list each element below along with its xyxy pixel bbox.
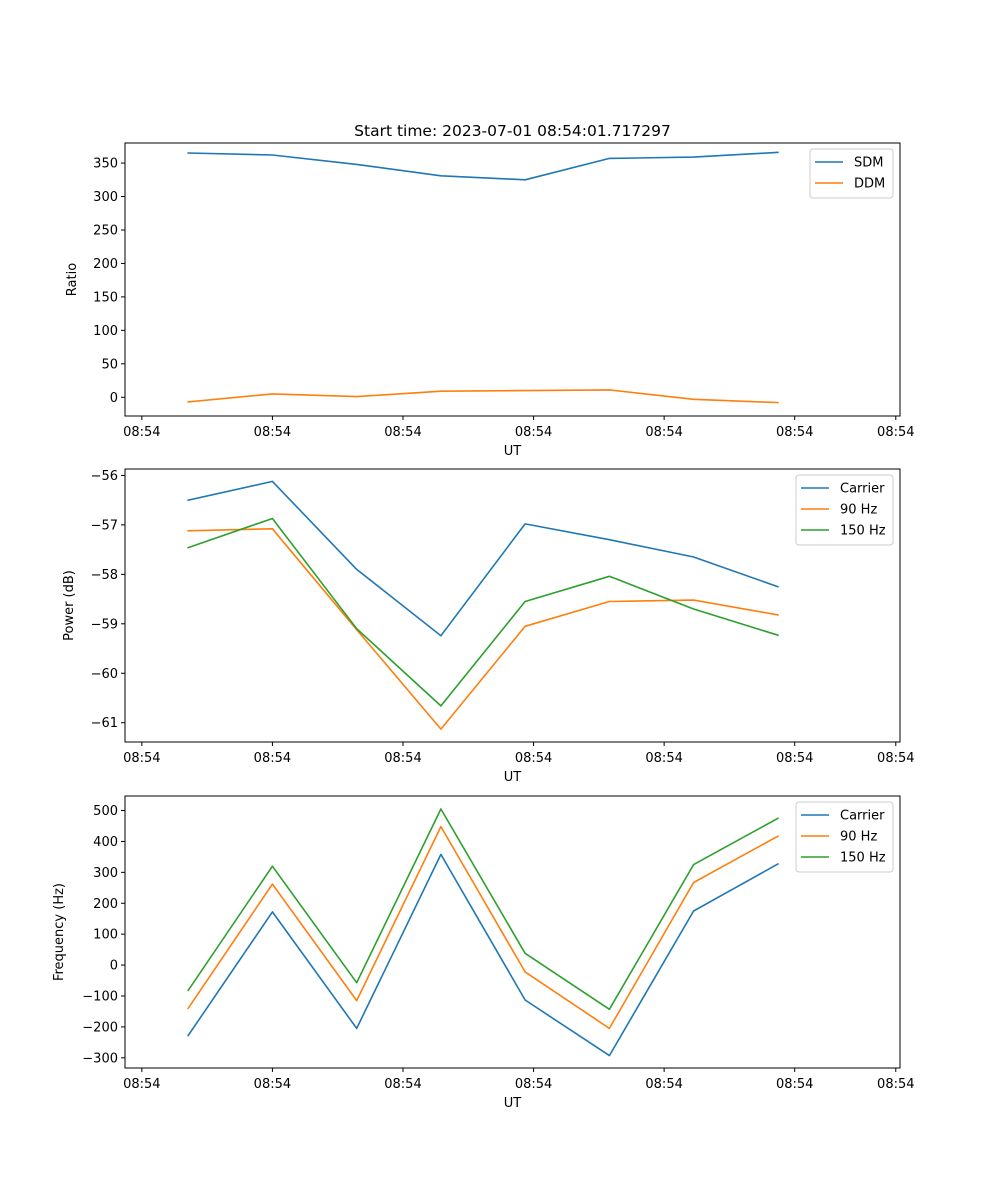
y-axis-label: Frequency (Hz) [52,883,67,981]
x-tick-label: 08:54 [123,425,160,440]
series-line-ddm [187,389,779,404]
x-tick-label: 08:54 [877,425,914,440]
x-tick-label: 08:54 [254,425,291,440]
series-line-90-hz [187,527,779,730]
x-tick-label: 08:54 [515,425,552,440]
x-tick-label: 08:54 [645,1077,682,1092]
x-tick-label: 08:54 [384,1077,421,1092]
legend: Carrier 90 Hz 150 Hz [795,801,894,873]
x-tick-label: 08:54 [515,1077,552,1092]
chart-panel-3: 08:54 08:54 08:54 08:54 08:54 08:54 08:54 500 40… [52,795,915,1111]
legend-label: SDM [854,156,883,171]
legend-box [795,801,894,873]
x-tick-label: 08:54 [254,1077,291,1092]
legend-label: Carrier [840,482,885,497]
legend-label: 150 Hz [840,851,886,866]
series-line-carrier [187,480,779,637]
y-tick-label: 50 [101,357,118,372]
x-axis-label: UT [504,770,522,785]
y-tick-label: −100 [82,989,118,1004]
x-tick-label: 08:54 [123,751,160,766]
x-tick-label: 08:54 [877,751,914,766]
x-axis-label: UT [504,444,522,459]
x-tick-label: 08:54 [776,751,813,766]
legend-label: 150 Hz [840,524,886,539]
chart-title: Start time: 2023-07-01 08:54:01.717297 [354,122,671,140]
y-tick-label: 250 [93,223,118,238]
y-tick-label: −56 [91,469,118,484]
legend-box [795,474,894,546]
series-line-carrier [187,853,779,1057]
y-tick-label: −61 [91,716,118,731]
x-tick-label: 08:54 [123,1077,160,1092]
y-tick-label: 150 [93,290,118,305]
axes-frame [124,795,901,1069]
series-line-90-hz [187,825,779,1030]
legend: Carrier 90 Hz 150 Hz [795,474,894,546]
legend-label: 90 Hz [840,503,877,518]
y-tick-label: 350 [93,157,118,172]
x-tick-label: 08:54 [776,1077,813,1092]
axes-frame [124,468,901,743]
series-line-sdm [187,151,779,181]
chart-panel-2: 08:54 08:54 08:54 08:54 08:54 08:54 08:54 −56 −5… [62,468,915,785]
y-tick-label: 100 [93,928,118,943]
y-tick-label: 0 [110,959,118,974]
chart-panel-1: 08:54 08:54 08:54 08:54 08:54 08:54 08:54 0 50 10… [65,122,915,459]
y-tick-label: −57 [91,518,118,533]
y-tick-label: −60 [91,667,118,682]
x-tick-label: 08:54 [515,751,552,766]
y-axis-label: Power (dB) [62,570,77,641]
y-tick-label: 200 [93,257,118,272]
legend: SDM DDM [809,148,894,199]
x-tick-label: 08:54 [254,751,291,766]
axes-frame [124,142,901,417]
y-tick-label: −200 [82,1020,118,1035]
series-line-150-hz [187,517,779,707]
x-tick-label: 08:54 [645,425,682,440]
x-axis-label: UT [504,1096,522,1111]
x-tick-label: 08:54 [645,751,682,766]
x-tick-label: 08:54 [384,425,421,440]
y-tick-label: 400 [93,835,118,850]
y-tick-label: 300 [93,866,118,881]
y-tick-label: 100 [93,324,118,339]
x-tick-label: 08:54 [776,425,813,440]
y-tick-label: −58 [91,568,118,583]
legend-label: Carrier [840,809,885,824]
y-tick-label: 0 [110,391,118,406]
y-tick-label: −59 [91,617,118,632]
legend-label: DDM [854,177,885,192]
y-tick-label: −300 [82,1051,118,1066]
y-tick-label: 200 [93,897,118,912]
legend-label: 90 Hz [840,830,877,845]
y-tick-label: 300 [93,190,118,205]
series-line-150-hz [187,808,779,1011]
y-tick-label: 500 [93,804,118,819]
x-tick-label: 08:54 [877,1077,914,1092]
y-axis-label: Ratio [65,263,80,296]
x-tick-label: 08:54 [384,751,421,766]
